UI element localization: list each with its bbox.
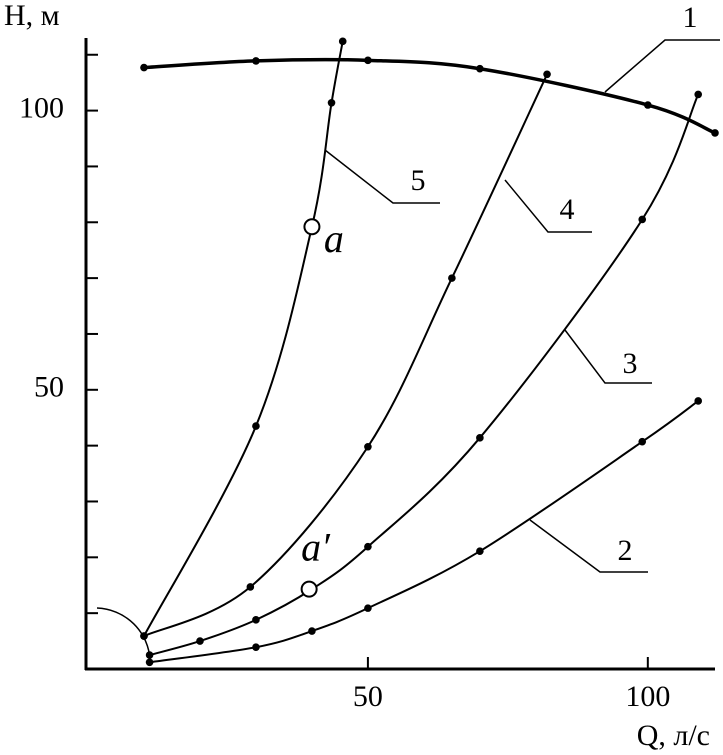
leader-line (504, 179, 592, 233)
data-point (364, 542, 372, 551)
leader-line (604, 39, 720, 93)
y-tick-label: 100 (19, 91, 64, 124)
data-point (476, 547, 484, 555)
data-point (364, 604, 372, 612)
data-point (694, 397, 703, 405)
curve-label: 1 (683, 1, 698, 34)
origin-arc (96, 607, 151, 661)
x-tick-label: 100 (625, 680, 670, 713)
curve-label: 5 (411, 164, 426, 197)
data-point (476, 64, 484, 73)
data-point (252, 643, 260, 652)
data-point (338, 37, 347, 46)
data-point (327, 98, 336, 107)
data-point (476, 434, 484, 442)
data-point (543, 70, 551, 79)
operating-point (303, 218, 321, 236)
data-point (145, 658, 154, 667)
data-point (145, 651, 154, 659)
curve-label: 4 (560, 193, 575, 226)
data-point (638, 437, 647, 446)
data-point (364, 56, 372, 65)
data-point (711, 129, 719, 137)
y-tick-label: 50 (34, 371, 64, 404)
data-point (246, 583, 255, 591)
data-point (638, 215, 647, 224)
curve (149, 400, 699, 664)
y-axis-label: H, м (4, 0, 60, 32)
point-label: a′ (301, 524, 331, 569)
data-point (196, 637, 204, 645)
data-point (308, 627, 316, 635)
leader-line (564, 329, 652, 384)
data-point (252, 616, 260, 624)
x-axis-label: Q, л/с (637, 719, 710, 752)
x-tick-label: 50 (353, 680, 383, 713)
data-point (364, 442, 372, 451)
data-point (140, 632, 148, 640)
leader-line (324, 149, 440, 204)
curve (143, 73, 548, 637)
data-point (644, 101, 652, 109)
curve-label: 2 (618, 534, 633, 567)
data-point (140, 63, 148, 72)
data-point (448, 274, 456, 282)
data-point (694, 90, 703, 99)
curve-label: 3 (623, 347, 638, 380)
point-label: a (324, 216, 344, 261)
data-point (252, 422, 260, 430)
operating-point (300, 580, 318, 598)
leader-line (529, 519, 648, 573)
data-point (252, 57, 260, 65)
